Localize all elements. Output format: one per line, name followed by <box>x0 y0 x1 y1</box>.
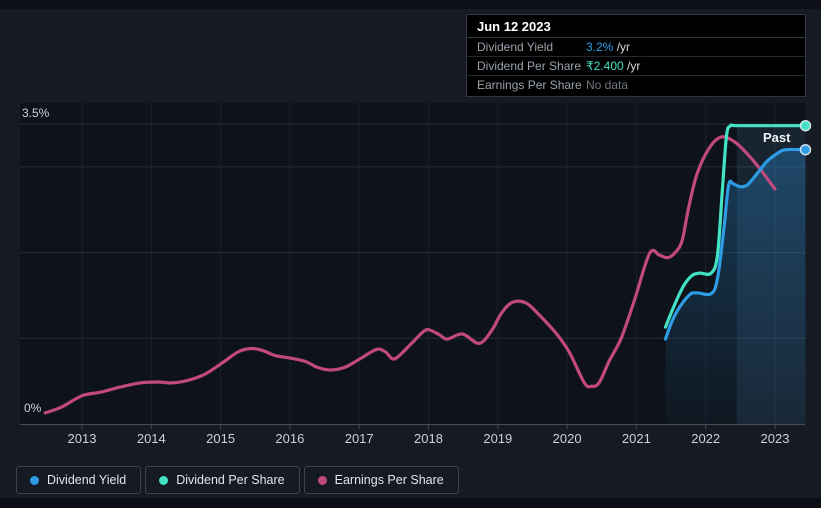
tooltip-value-suffix: /yr <box>623 59 641 73</box>
x-axis-label: 2022 <box>691 431 721 446</box>
tooltip-label: Dividend Yield <box>477 40 554 54</box>
x-axis-label: 2014 <box>136 431 166 446</box>
legend-label: Dividend Per Share <box>176 473 285 487</box>
tooltip-label: Dividend Per Share <box>477 59 582 73</box>
bottom-edge-strip <box>0 498 821 508</box>
tooltip-value-number: ₹2.400 <box>586 59 624 73</box>
chart-legend: Dividend Yield Dividend Per Share Earnin… <box>16 466 459 494</box>
legend-item-dividend-yield[interactable]: Dividend Yield <box>16 466 142 494</box>
earnings-per-share-line <box>43 135 777 415</box>
dividend-yield-end-marker <box>799 143 812 156</box>
x-axis-label: 2016 <box>275 431 305 446</box>
y-axis-max-label: 3.5% <box>22 106 50 120</box>
dividend-per-share-end-marker <box>799 119 812 132</box>
tooltip-value: 3.2% /yr <box>586 38 630 57</box>
legend-dot-icon <box>317 475 327 485</box>
tooltip-label: Earnings Per Share <box>477 78 582 92</box>
legend-item-dividend-per-share[interactable]: Dividend Per Share <box>145 466 300 494</box>
x-axis-label: 2019 <box>483 431 513 446</box>
legend-item-earnings-per-share[interactable]: Earnings Per Share <box>303 466 459 494</box>
tooltip-value: ₹2.400 /yr <box>586 57 640 76</box>
tooltip-value-number: 3.2% <box>586 40 614 54</box>
x-axis-label: 2017 <box>344 431 374 446</box>
x-axis-label: 2020 <box>552 431 582 446</box>
x-axis-label: 2015 <box>206 431 236 446</box>
y-axis-min-label: 0% <box>24 401 42 415</box>
tooltip-date: Jun 12 2023 <box>467 15 805 38</box>
tooltip-row-dividend-per-share: Dividend Per Share ₹2.400 /yr <box>467 57 805 76</box>
legend-dot-icon <box>159 475 169 485</box>
dividend-yield-line <box>663 147 808 341</box>
x-axis-label: 2021 <box>621 431 651 446</box>
x-axis-label: 2013 <box>67 431 97 446</box>
tooltip-value-number: No data <box>586 78 629 92</box>
x-axis: 2013 2014 2015 2016 2017 2018 2019 2020 2021 2022… <box>0 431 821 449</box>
legend-label: Earnings Per Share <box>334 473 444 487</box>
legend-label: Dividend Yield <box>47 473 127 487</box>
dividend-per-share-line <box>663 123 808 329</box>
top-edge-strip <box>0 0 821 9</box>
tooltip-row-earnings-per-share: Earnings Per Share No data <box>467 76 805 95</box>
tooltip-value-suffix: /yr <box>613 40 631 54</box>
dividend-yield-area <box>665 149 806 424</box>
tooltip-row-dividend-yield: Dividend Yield 3.2% /yr <box>467 38 805 57</box>
x-axis-label: 2023 <box>760 431 790 446</box>
x-axis-label: 2018 <box>414 431 443 446</box>
tooltip-value: No data <box>586 76 628 95</box>
past-period-label: Past <box>763 130 791 145</box>
chart-tooltip: Jun 12 2023 Dividend Yield 3.2% /yr Divi… <box>466 14 806 97</box>
legend-dot-icon <box>30 475 39 485</box>
